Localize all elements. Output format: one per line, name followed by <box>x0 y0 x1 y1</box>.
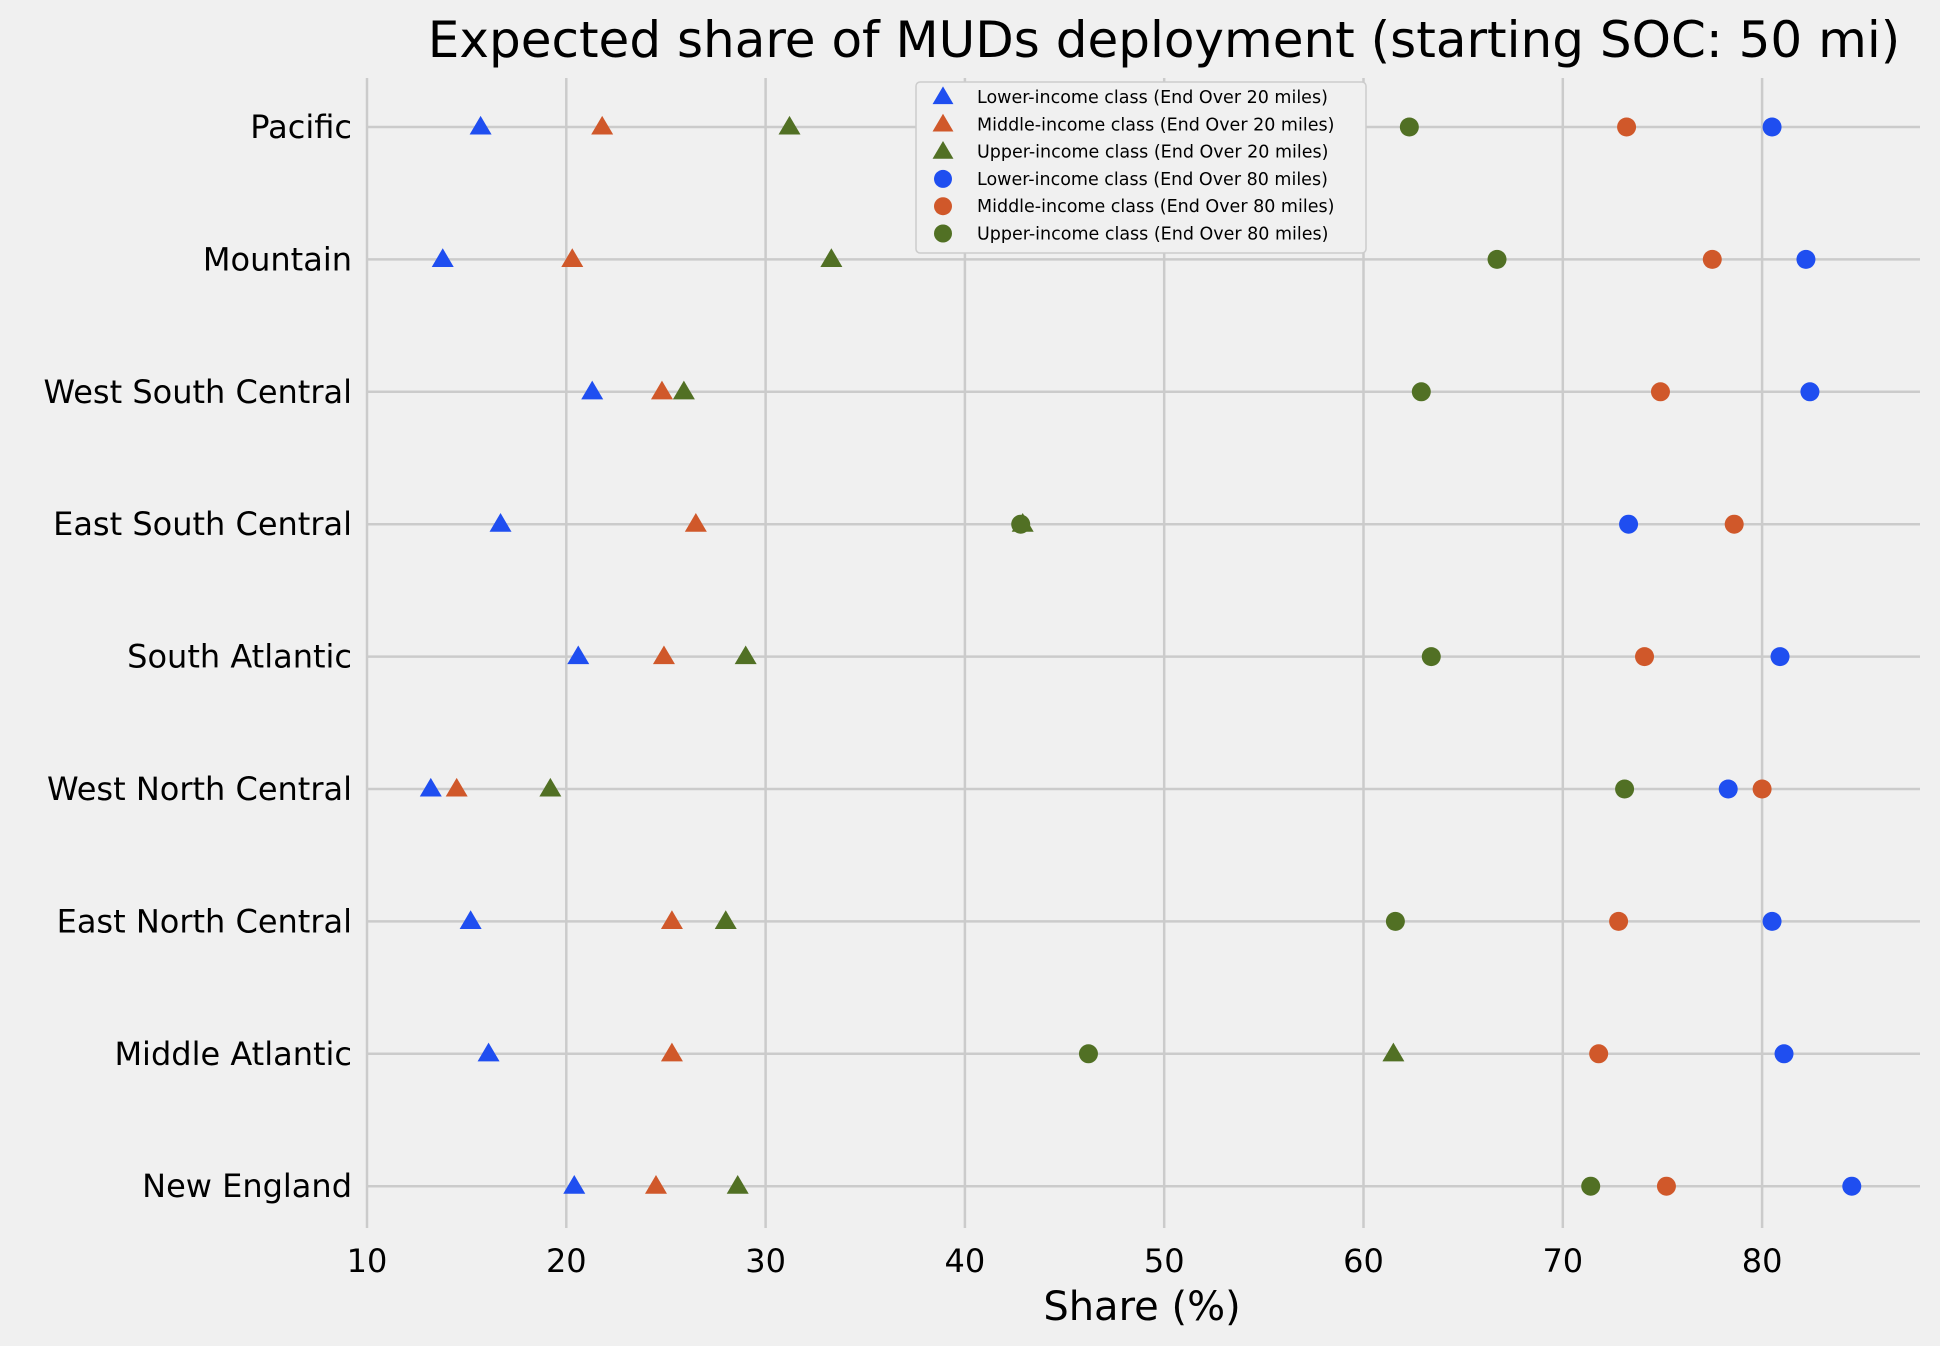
triangle-marker <box>644 1175 667 1194</box>
circle-marker <box>1581 1176 1601 1196</box>
circle-marker <box>1617 117 1637 137</box>
x-tick-label: 50 <box>1144 1242 1185 1280</box>
triangle-marker <box>489 513 512 532</box>
legend-label: Upper-income class (End Over 20 miles) <box>977 143 1328 163</box>
circle-marker <box>1619 514 1639 534</box>
circle-marker <box>1421 647 1441 667</box>
circle-marker <box>1650 382 1670 402</box>
legend-circle-marker <box>934 169 952 188</box>
x-tick-label: 60 <box>1343 1242 1384 1280</box>
legend-triangle-marker <box>932 86 954 105</box>
triangle-marker <box>1382 1042 1405 1062</box>
triangle-marker <box>591 115 614 135</box>
x-tick-label: 20 <box>546 1242 587 1280</box>
triangle-marker <box>445 777 468 797</box>
triangle-marker <box>672 380 695 400</box>
triangle-marker <box>778 115 801 135</box>
legend: Lower-income class (End Over 20 miles) Mi… <box>915 81 1367 254</box>
y-tick-label: East North Central <box>57 902 352 940</box>
circle-marker <box>1399 117 1419 137</box>
circle-marker <box>1762 911 1782 931</box>
y-tick-label: Mountain <box>203 240 352 278</box>
triangle-marker <box>581 380 604 400</box>
circle-marker <box>1487 249 1507 269</box>
y-axis-ticks: New England Middle Atlantic East North Cen… <box>43 108 352 1205</box>
triangle-marker <box>563 1175 586 1194</box>
legend-triangle-marker <box>932 113 954 132</box>
circle-marker <box>1609 911 1629 931</box>
circle-marker <box>1842 1176 1862 1196</box>
triangle-marker <box>660 1042 683 1062</box>
triangle-marker <box>539 777 562 797</box>
circle-marker <box>1770 647 1790 667</box>
x-tick-label: 80 <box>1742 1242 1783 1280</box>
x-axis-ticks: 10 20 30 40 50 60 70 80 <box>347 1242 1783 1280</box>
y-tick-label: Middle Atlantic <box>114 1035 352 1073</box>
circle-marker <box>1011 514 1031 534</box>
x-tick-label: 10 <box>347 1242 388 1280</box>
y-tick-label: West South Central <box>43 373 352 411</box>
circle-marker <box>1411 382 1431 402</box>
triangle-marker <box>477 1042 500 1062</box>
y-tick-label: South Atlantic <box>127 638 352 676</box>
circle-marker <box>1078 1044 1098 1064</box>
triangle-marker <box>726 1175 749 1194</box>
triangle-marker <box>469 115 492 135</box>
circle-marker <box>1589 1044 1609 1064</box>
legend-label: Middle-income class (End Over 20 miles) <box>977 115 1334 135</box>
circle-marker <box>1800 382 1820 402</box>
legend-circle-marker <box>934 197 952 216</box>
triangle-marker <box>567 645 590 665</box>
grid <box>365 78 1920 1228</box>
legend-box <box>915 81 1367 254</box>
circle-marker <box>1635 647 1655 667</box>
chart-title: Expected share of MUDs deployment (start… <box>428 11 1900 69</box>
circle-marker <box>1656 1176 1676 1196</box>
legend-label: Lower-income class (End Over 80 miles) <box>977 170 1328 190</box>
triangle-marker <box>419 777 442 797</box>
circle-marker <box>1796 249 1816 269</box>
circle-marker <box>1702 249 1722 269</box>
circle-marker <box>1385 911 1405 931</box>
triangle-marker <box>684 513 707 532</box>
circle-marker <box>1752 779 1772 799</box>
triangle-marker <box>561 248 584 267</box>
legend-triangle-marker <box>932 140 954 159</box>
y-tick-label: Pacific <box>250 108 352 146</box>
circle-marker <box>1774 1044 1794 1064</box>
triangle-marker <box>650 380 673 400</box>
circle-marker <box>1718 779 1738 799</box>
triangle-marker <box>660 910 683 929</box>
circle-marker <box>1724 514 1744 534</box>
y-tick-label: West North Central <box>47 770 352 808</box>
x-tick-label: 70 <box>1542 1242 1583 1280</box>
y-tick-label: New England <box>142 1167 352 1205</box>
legend-label: Middle-income class (End Over 80 miles) <box>977 197 1334 217</box>
legend-label: Lower-income class (End Over 20 miles) <box>977 88 1328 108</box>
triangle-marker <box>431 248 454 267</box>
triangle-marker <box>459 910 482 929</box>
data-markers <box>419 115 1862 1196</box>
x-tick-label: 30 <box>745 1242 786 1280</box>
triangle-marker <box>714 910 737 929</box>
legend-label: Upper-income class (End Over 80 miles) <box>977 225 1328 245</box>
circle-marker <box>1762 117 1782 137</box>
triangle-marker <box>652 645 675 665</box>
x-tick-label: 40 <box>945 1242 986 1280</box>
triangle-marker <box>734 645 757 665</box>
y-tick-label: East South Central <box>53 505 352 543</box>
triangle-marker <box>820 248 843 267</box>
circle-marker <box>1615 779 1635 799</box>
x-axis-label: Share (%) <box>1043 1284 1240 1330</box>
legend-circle-marker <box>934 224 952 243</box>
